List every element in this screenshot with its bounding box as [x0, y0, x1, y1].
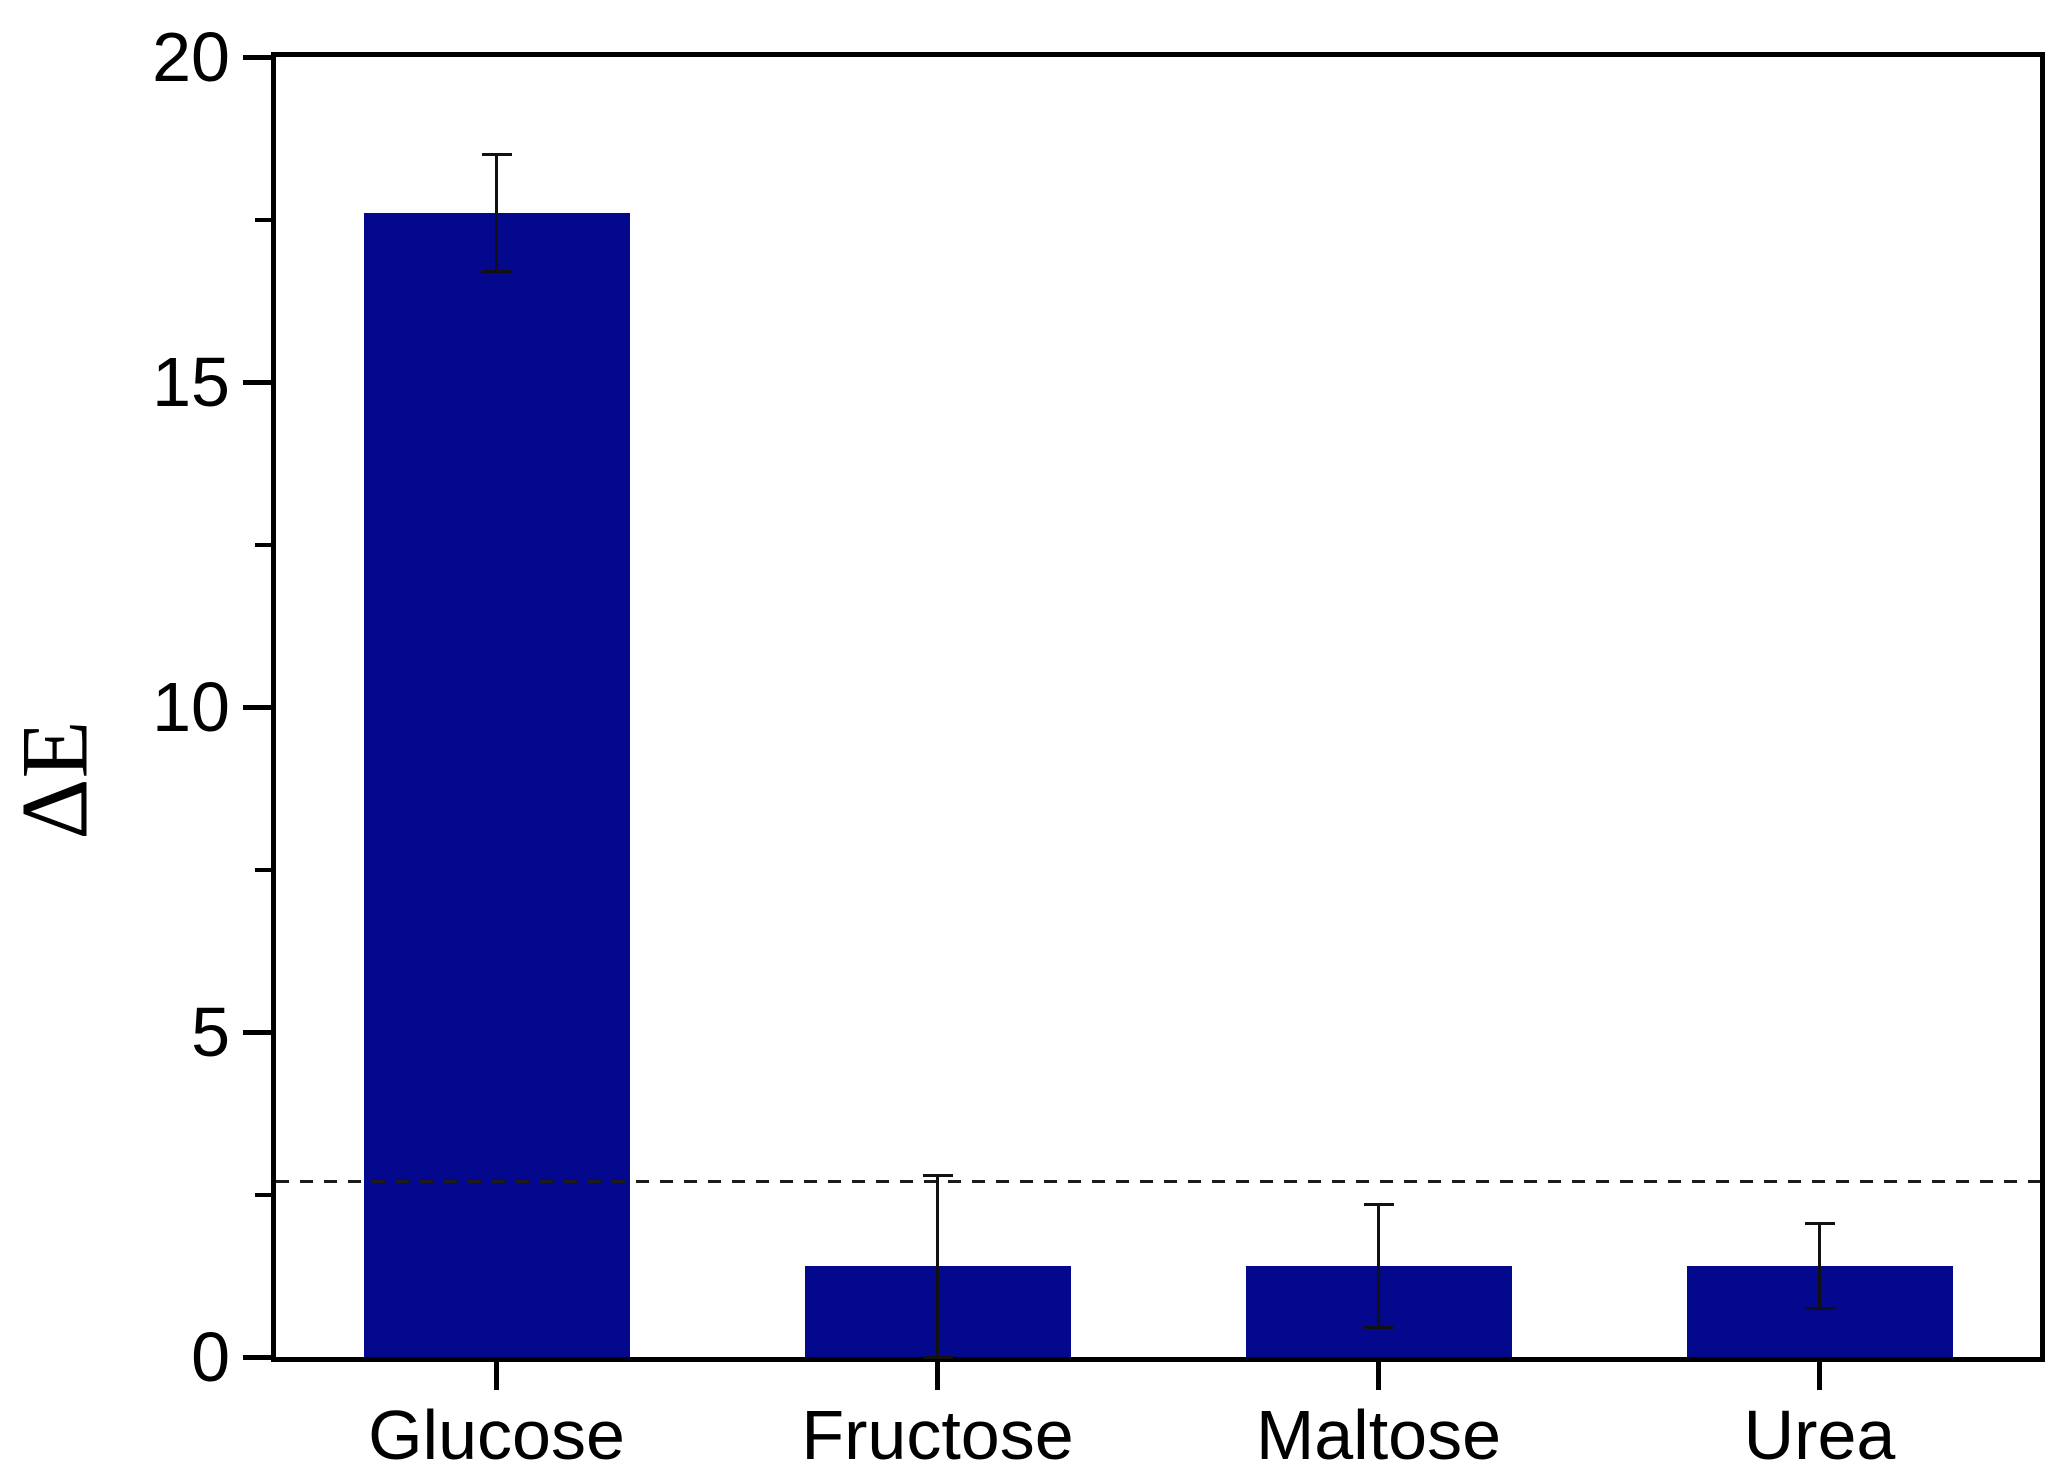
- x-category-label: Fructose: [801, 1396, 1074, 1474]
- error-bar-cap-top-fructose: [922, 1173, 953, 1177]
- error-bar-cap-bottom-urea: [1804, 1306, 1835, 1310]
- y-minor-tick: [255, 542, 271, 547]
- x-category-label: Maltose: [1255, 1396, 1502, 1474]
- error-bar-line-maltose: [1377, 1204, 1380, 1328]
- error-bar-cap-top-glucose: [481, 153, 512, 156]
- error-bar-cap-bottom-maltose: [1363, 1326, 1394, 1330]
- x-tick: [1376, 1362, 1381, 1390]
- y-major-tick: [243, 1029, 271, 1035]
- y-tick-label: 10: [152, 668, 230, 746]
- error-bar-line-urea: [1818, 1223, 1821, 1309]
- threshold-line: [276, 1180, 2040, 1183]
- y-axis-title-wrap: ΔE: [0, 130, 110, 1430]
- y-tick-label: 5: [191, 993, 230, 1071]
- error-bar-line-glucose: [495, 154, 498, 272]
- y-major-tick: [243, 379, 271, 385]
- x-tick: [1817, 1362, 1822, 1390]
- y-major-tick: [243, 1354, 271, 1360]
- x-tick: [494, 1362, 499, 1390]
- y-minor-tick: [255, 217, 271, 222]
- error-bar-cap-top-maltose: [1363, 1202, 1394, 1206]
- error-bar-cap-bottom-fructose: [922, 1355, 953, 1359]
- error-bar-cap-top-urea: [1804, 1222, 1835, 1226]
- bar-glucose: [363, 213, 630, 1357]
- y-tick-label: 0: [191, 1318, 230, 1396]
- y-tick-label: 20: [152, 18, 230, 96]
- x-category-label: Glucose: [368, 1396, 625, 1474]
- y-minor-tick: [255, 1192, 271, 1197]
- error-bar-line-fructose: [936, 1175, 939, 1357]
- y-major-tick: [243, 704, 271, 710]
- y-major-tick: [243, 54, 271, 60]
- y-tick-label: 15: [152, 343, 230, 421]
- y-minor-tick: [255, 867, 271, 872]
- plot-frame: [271, 52, 2045, 1362]
- x-category-label: Urea: [1743, 1396, 1896, 1474]
- error-bar-cap-bottom-glucose: [481, 270, 512, 273]
- x-tick: [935, 1362, 940, 1390]
